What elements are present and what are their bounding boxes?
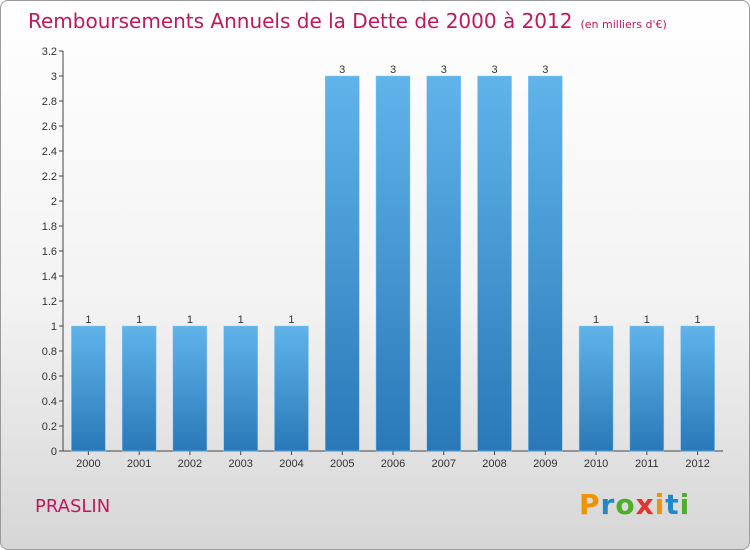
y-tick-label: 2 [51,196,57,208]
bar [274,325,309,452]
data-label: 1 [187,314,193,326]
title-text: Remboursements Annuels de la Dette de 20… [28,9,573,33]
bar [477,75,512,452]
commune-name: PRASLIN [35,496,111,517]
x-tick-label: 2010 [584,458,608,470]
data-label: 3 [390,64,396,76]
chart-title: Remboursements Annuels de la Dette de 20… [28,9,667,33]
x-tick-label: 2005 [330,458,354,470]
y-tick-label: 2.4 [42,146,57,158]
x-tick-label: 2004 [279,458,303,470]
logo-letter: t [665,488,680,521]
x-tick-label: 2006 [381,458,405,470]
x-tick-label: 2002 [178,458,202,470]
data-label: 3 [542,64,548,76]
bar [629,325,665,452]
logo-letter: i [679,488,691,521]
data-label: 1 [136,314,142,326]
bar [578,325,614,452]
y-tick-label: 3.2 [42,46,57,58]
bar [223,325,258,452]
proxiti-logo[interactable]: Proxiti [579,488,690,521]
x-tick-label: 2000 [76,458,100,470]
data-label: 1 [238,314,244,326]
logo-letter: P [579,488,601,521]
data-label: 1 [695,314,701,326]
y-tick-label: 0 [51,446,57,458]
bar [528,75,563,452]
data-label: 1 [593,314,599,326]
x-tick-label: 2007 [432,458,456,470]
y-tick-label: 1 [51,321,57,333]
data-label: 3 [441,64,447,76]
y-tick-label: 0.6 [42,371,57,383]
y-tick-label: 0.2 [42,421,57,433]
x-tick-label: 2009 [533,458,557,470]
bar [680,325,715,452]
y-tick-label: 0.4 [42,396,57,408]
y-tick-label: 1.8 [42,221,57,233]
y-tick-label: 1.6 [42,246,57,258]
x-tick-label: 2001 [127,458,151,470]
data-label: 3 [491,64,497,76]
y-tick-label: 3 [51,71,57,83]
data-label: 1 [85,314,91,326]
x-tick-label: 2003 [228,458,252,470]
y-tick-label: 0.8 [42,346,57,358]
x-tick-label: 2011 [635,458,659,470]
labels-group: 2000 1 2001 1 2002 1 2003 1 2004 1 2005 3 2006 3 2007 3… [76,64,710,470]
y-tick-label: 2.6 [42,121,57,133]
bar [121,325,157,452]
bar [324,75,360,452]
y-tick-label: 1.4 [42,271,57,283]
logo-letter: x [635,488,655,521]
data-label: 3 [339,64,345,76]
logo-letter: o [615,488,636,521]
x-tick-label: 2008 [482,458,506,470]
bar [172,325,208,452]
bars-group [71,75,715,452]
data-label: 1 [644,314,650,326]
y-tick-label: 1.2 [42,296,57,308]
y-tick-label: 2.2 [42,171,57,183]
logo-letter: r [600,488,616,521]
data-label: 1 [288,314,294,326]
y-tick-label: 2.8 [42,96,57,108]
unit-subtitle: (en milliers d'€) [580,18,667,31]
bar [426,75,462,452]
bar [375,75,411,452]
logo-letter: i [654,488,666,521]
x-tick-label: 2012 [685,458,709,470]
bar [71,325,106,452]
